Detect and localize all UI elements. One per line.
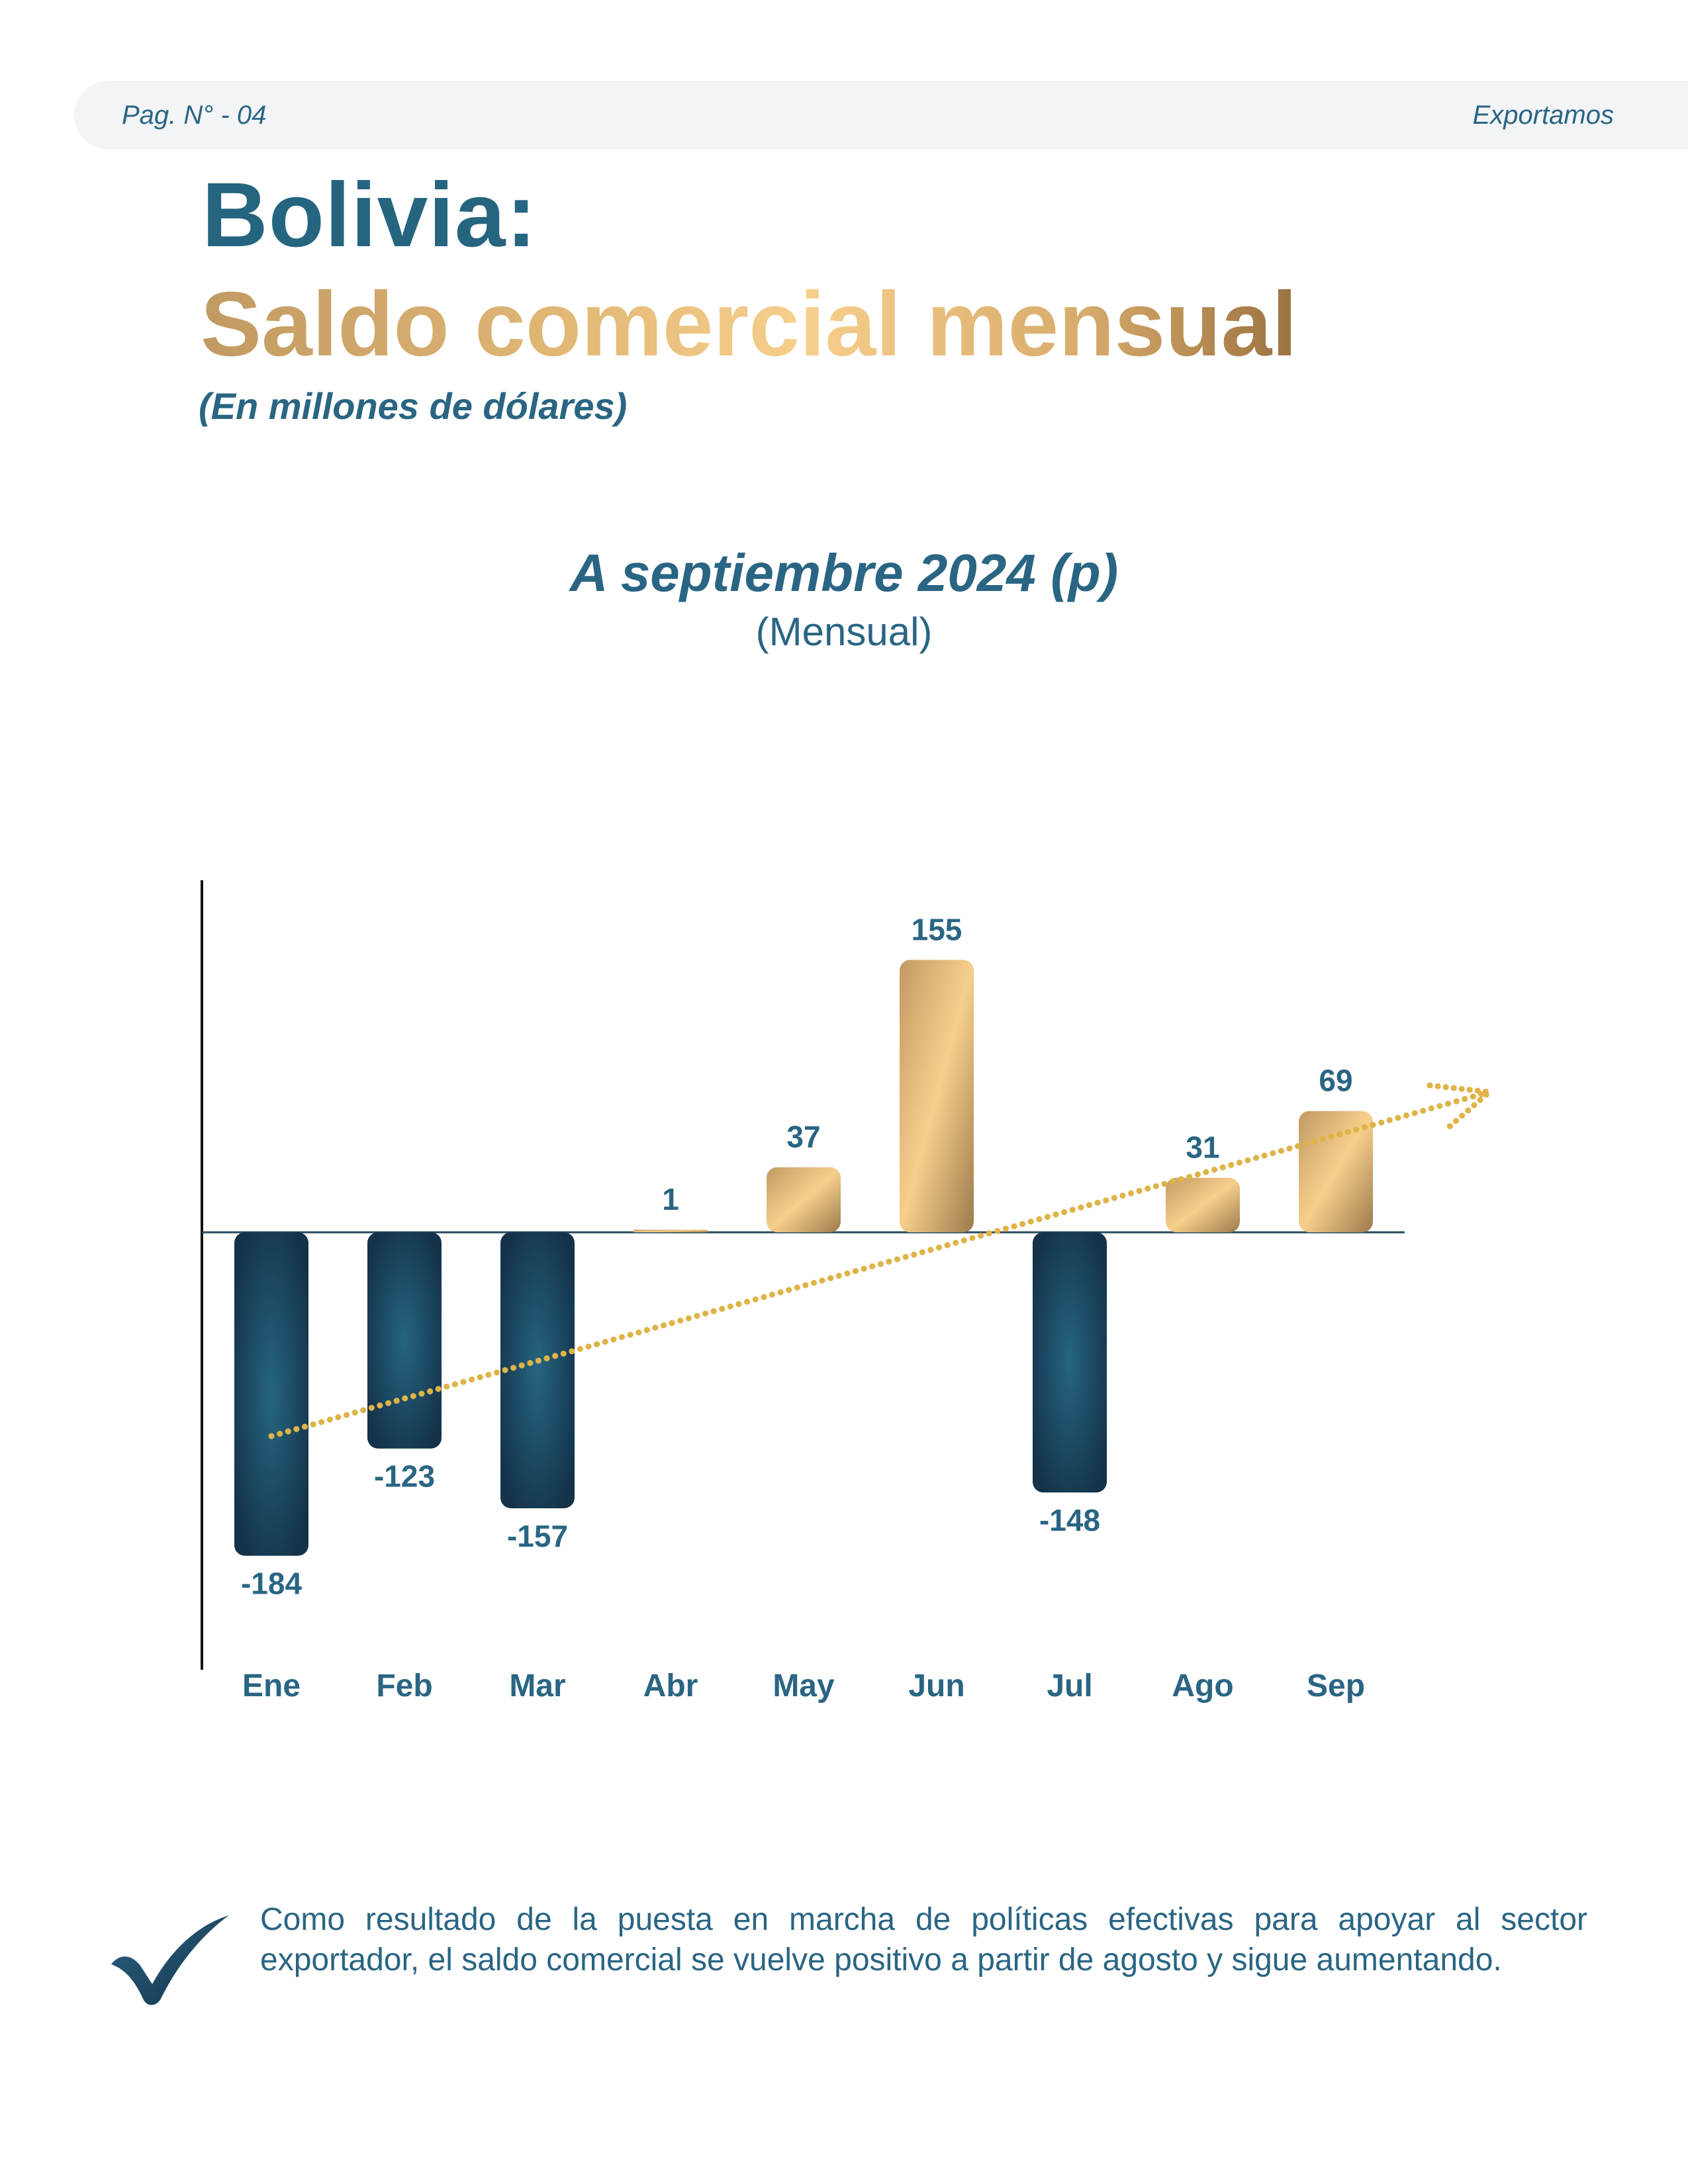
category-label-ago: Ago	[1172, 1668, 1233, 1704]
category-label-abr: Abr	[643, 1668, 698, 1704]
category-label-mar: Mar	[509, 1668, 565, 1704]
category-label-sep: Sep	[1307, 1668, 1365, 1704]
value-label-jun: 155	[912, 912, 962, 946]
bar-abr	[633, 1230, 708, 1232]
category-label-feb: Feb	[376, 1668, 432, 1704]
value-label-abr: 1	[662, 1182, 679, 1216]
title-main: Saldo comercial mensual	[201, 271, 1297, 377]
value-label-mar: -157	[507, 1519, 568, 1553]
header-bar: Pag. N° - 04 Exportamos	[74, 81, 1688, 150]
title-units: (En millones de dólares)	[199, 385, 628, 427]
page-label: Pag. N° -	[122, 101, 237, 130]
note-text: Como resultado de la puesta en marcha de…	[260, 1902, 1587, 1978]
page-number: Pag. N° - 04	[122, 99, 266, 131]
bar-jun	[900, 960, 974, 1232]
bar-mar	[500, 1232, 575, 1508]
value-label-sep: 69	[1319, 1064, 1352, 1098]
bar-chart: -184 Ene -123 Feb -157 Mar 1 Abr 37 May 155 Jun -148…	[201, 880, 1497, 1704]
chart-title: A septiembre 2024 (p)	[569, 543, 1119, 602]
category-label-jun: Jun	[908, 1668, 964, 1704]
category-label-jul: Jul	[1047, 1668, 1092, 1704]
value-label-jul: -148	[1039, 1503, 1100, 1537]
page-number-value: 04	[236, 101, 267, 130]
bar-sep	[1299, 1111, 1373, 1232]
trend-arrowhead	[1427, 1082, 1497, 1134]
trend-line	[268, 1089, 1493, 1439]
category-label-ene: Ene	[242, 1668, 301, 1704]
brand-name: Exportamos	[1472, 101, 1614, 130]
chart-subtitle: (Mensual)	[755, 610, 933, 654]
checkmark-icon	[111, 1915, 229, 2005]
bar-may	[767, 1167, 841, 1232]
value-label-feb: -123	[374, 1459, 435, 1494]
title-country: Bolivia:	[202, 164, 538, 266]
bar-ene	[234, 1232, 308, 1556]
bar-ago	[1166, 1177, 1240, 1232]
bar-jul	[1033, 1232, 1107, 1493]
value-label-ene: -184	[241, 1567, 302, 1601]
value-label-ago: 31	[1186, 1130, 1219, 1165]
value-label-may: 37	[786, 1120, 820, 1154]
bar-feb	[367, 1232, 442, 1449]
category-label-may: May	[773, 1668, 835, 1704]
